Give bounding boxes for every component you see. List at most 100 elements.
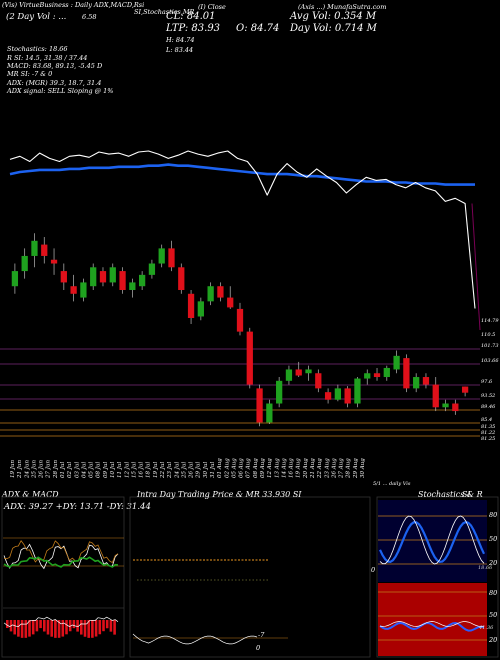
header-adx-signal: ADX signal: SELL Sloping @ 1%	[7, 87, 114, 95]
intraday-title: Intra Day Trading Price & MR 33.930 SI	[137, 490, 302, 499]
macd-bar	[46, 620, 50, 635]
candle-body	[158, 248, 165, 264]
date-label: 30 Aug	[360, 458, 366, 478]
candle-body	[266, 403, 273, 423]
date-label: 02 Jul	[67, 462, 73, 478]
rsi-bg	[378, 583, 487, 656]
candle-body	[138, 274, 146, 287]
macd-bar	[20, 620, 24, 638]
candle-body	[295, 369, 302, 376]
header-high: H: 84.74	[166, 36, 195, 44]
macd-bar	[61, 620, 65, 637]
intraday-side-value: -7	[258, 631, 265, 639]
date-label: 25 Jul	[181, 462, 187, 479]
candle-body	[334, 388, 342, 400]
date-label: 05 Jul	[89, 462, 95, 478]
candle-body	[344, 388, 351, 404]
stoch-value: 18.66	[478, 565, 493, 571]
date-label: 01 Aug	[217, 458, 223, 478]
header-si: R SI: 14.5, 31.38 / 37.44	[7, 54, 88, 62]
macd-bar	[24, 620, 28, 638]
date-label: 25 Jun	[31, 460, 37, 479]
date-label: 24 Jun	[24, 460, 30, 479]
macd-bar	[6, 620, 9, 628]
intraday-bottom-value: 0	[256, 644, 261, 652]
date-label: 19 Jun	[10, 460, 16, 478]
rsi-axis-50: 50	[489, 611, 498, 619]
date-label: 12 Aug	[267, 458, 273, 478]
date-label: 08 Jul	[96, 462, 102, 478]
date-label: 18 Jul	[146, 462, 152, 478]
stoch-k-line	[379, 515, 485, 565]
header-adx: ADX: (MGR) 39.3, 18.7, 31.4	[7, 79, 102, 87]
candle-body	[354, 378, 361, 404]
macd-bar	[9, 620, 13, 632]
stoch-side-zero: 0	[371, 566, 376, 574]
stoch-axis-20: 20	[489, 559, 498, 567]
macd-bar	[39, 620, 42, 629]
date-label: 26 Aug	[331, 458, 337, 479]
macd-line	[3, 616, 119, 628]
intraday-si-line	[132, 633, 258, 645]
candle-body	[461, 386, 469, 393]
header-quote-label: (I) Close	[198, 3, 226, 11]
date-label: 27 Aug	[339, 458, 345, 479]
date-label: 20 Aug	[303, 458, 309, 479]
date-label: 08 Aug	[253, 458, 259, 478]
candle-body	[373, 373, 381, 378]
candle-body	[109, 267, 116, 283]
header-macd: MACD: 83.68, 89.13, -5.45 D	[7, 62, 103, 70]
date-label: 06 Aug	[239, 458, 245, 478]
candle-body	[21, 255, 28, 272]
price-label: 81.35	[481, 424, 495, 430]
stoch-axis-80: 80	[489, 511, 498, 519]
macd-bar	[43, 620, 46, 632]
header-mr: MR SI: -7 & 0	[7, 70, 53, 78]
date-label: 21 Aug	[310, 458, 316, 479]
macd-bar	[109, 620, 113, 632]
candle-body	[422, 377, 430, 385]
price-label: 97.6	[481, 379, 493, 385]
date-label: 31 Jul	[210, 462, 216, 478]
header-site: (Axis ...) MunafaSutra.com	[298, 3, 387, 11]
header-2day: (2 Day Vol : ...	[6, 12, 67, 22]
macd-bar	[17, 620, 20, 637]
date-label: 19 Jul	[153, 462, 159, 478]
header-close: CL: 84.01	[166, 11, 216, 22]
price-label: 103.66	[481, 358, 499, 364]
panel-frame	[376, 496, 499, 658]
date-label: 15 Jul	[131, 462, 137, 478]
date-label: 21 Jun	[17, 460, 23, 479]
stoch-d-line	[379, 520, 485, 564]
header-open: O: 84.74	[236, 23, 280, 34]
candle-body	[227, 297, 234, 308]
date-label: 10 Jul	[110, 462, 116, 478]
price-label: 81.25	[481, 436, 495, 442]
adx-plus-di-line	[3, 543, 119, 570]
date-label: 13 Aug	[274, 458, 280, 478]
date-label: 09 Aug	[260, 458, 266, 478]
header-low: L: 83.44	[166, 46, 194, 54]
candle-body	[70, 286, 77, 294]
date-label: 26 Jun	[39, 460, 45, 479]
candle-body	[452, 403, 459, 412]
macd-bar	[76, 620, 79, 632]
price-label: 85.4	[481, 417, 492, 423]
macd-bar	[83, 620, 87, 637]
rsi-signal-line	[379, 621, 485, 627]
rsi-axis-80: 80	[489, 589, 498, 597]
date-label: 14 Aug	[281, 458, 287, 478]
candle-body	[119, 271, 126, 290]
price-label: 101.73	[481, 343, 499, 349]
panel-frame	[129, 496, 371, 658]
rsi-line	[379, 621, 485, 632]
date-label: 23 Jul	[167, 462, 173, 479]
date-label: 02 Aug	[224, 458, 230, 478]
stoch-title-si: SI	[462, 490, 471, 499]
candle-body	[99, 271, 107, 283]
panel-frame	[1, 496, 125, 658]
macd-bar	[80, 620, 83, 635]
candle-body	[285, 369, 293, 381]
candle-body	[413, 377, 420, 389]
price-label: 110.5	[481, 332, 495, 338]
